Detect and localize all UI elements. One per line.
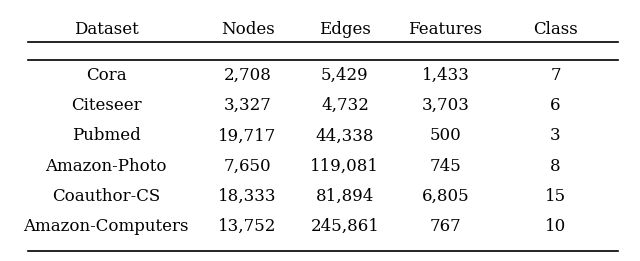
Text: Class: Class <box>533 21 578 38</box>
Text: 767: 767 <box>429 218 461 235</box>
Text: Edges: Edges <box>319 21 371 38</box>
Text: 245,861: 245,861 <box>310 218 380 235</box>
Text: Coauthor-CS: Coauthor-CS <box>52 188 160 205</box>
Text: 5,429: 5,429 <box>321 67 369 84</box>
Text: 3,327: 3,327 <box>223 97 271 114</box>
Text: 18,333: 18,333 <box>218 188 276 205</box>
Text: Pubmed: Pubmed <box>72 127 140 144</box>
Text: 10: 10 <box>545 218 566 235</box>
Text: 19,717: 19,717 <box>218 127 276 144</box>
Text: Dataset: Dataset <box>74 21 138 38</box>
Text: 3: 3 <box>550 127 561 144</box>
Text: 15: 15 <box>545 188 566 205</box>
Text: 6,805: 6,805 <box>422 188 469 205</box>
Text: Cora: Cora <box>86 67 126 84</box>
Text: 1,433: 1,433 <box>422 67 470 84</box>
Text: 500: 500 <box>429 127 461 144</box>
Text: 4,732: 4,732 <box>321 97 369 114</box>
Text: 8: 8 <box>550 157 561 175</box>
Text: 13,752: 13,752 <box>218 218 276 235</box>
Text: Nodes: Nodes <box>221 21 275 38</box>
Text: 3,703: 3,703 <box>422 97 470 114</box>
Text: Amazon-Computers: Amazon-Computers <box>23 218 189 235</box>
Text: 7,650: 7,650 <box>224 157 271 175</box>
Text: Citeseer: Citeseer <box>71 97 141 114</box>
Text: 44,338: 44,338 <box>316 127 374 144</box>
Text: 6: 6 <box>550 97 561 114</box>
Text: 81,894: 81,894 <box>316 188 374 205</box>
Text: 119,081: 119,081 <box>310 157 380 175</box>
Text: Features: Features <box>408 21 483 38</box>
Text: 7: 7 <box>550 67 561 84</box>
Text: 2,708: 2,708 <box>223 67 271 84</box>
Text: Amazon-Photo: Amazon-Photo <box>45 157 167 175</box>
Text: 745: 745 <box>429 157 461 175</box>
